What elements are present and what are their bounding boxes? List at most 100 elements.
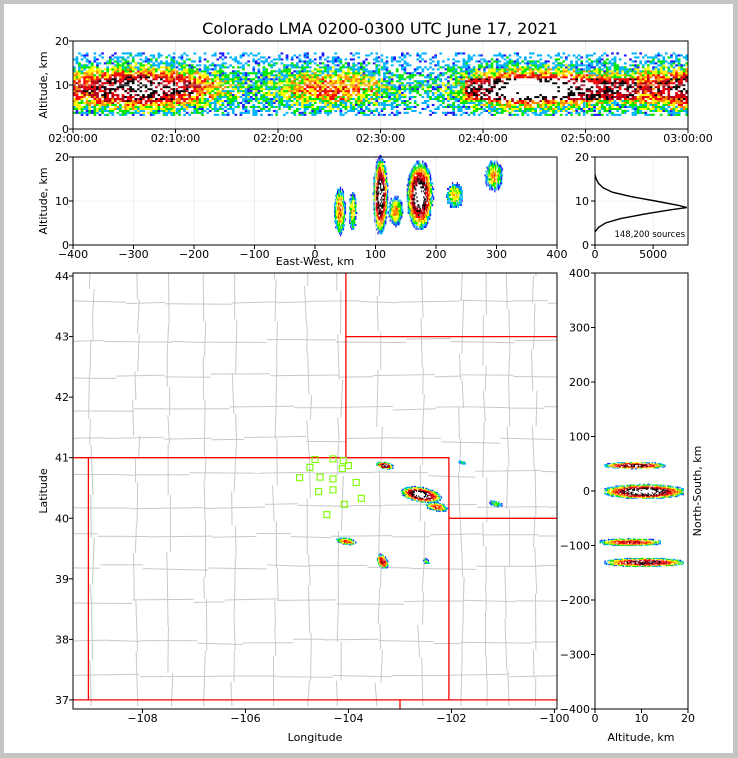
density-cell — [557, 94, 560, 97]
density-cell — [229, 72, 232, 75]
density-cell — [588, 109, 591, 112]
density-cell — [385, 76, 389, 79]
density-cell — [157, 100, 161, 103]
density-cell — [229, 92, 232, 95]
density-cell — [278, 100, 281, 103]
density-cell — [480, 94, 484, 97]
density-cell — [554, 109, 558, 112]
density-cell — [295, 109, 299, 112]
density-cell — [308, 101, 312, 104]
density-cell — [621, 78, 625, 81]
density-cell — [93, 88, 97, 91]
density-cell — [465, 80, 468, 83]
density-cell — [111, 111, 115, 114]
density-cell — [498, 94, 502, 97]
density-cell — [580, 56, 584, 59]
density-cell — [126, 74, 130, 77]
density-cell — [511, 107, 514, 110]
density-cell — [539, 66, 543, 69]
density-cell — [167, 72, 171, 75]
density-cell — [383, 76, 386, 79]
density-cell — [272, 76, 276, 79]
density-cell — [447, 66, 450, 69]
density-cell — [362, 113, 366, 116]
density-cell — [319, 62, 322, 65]
density-cell — [539, 72, 543, 75]
density-cell — [247, 111, 250, 114]
density-cell — [647, 107, 650, 110]
density-cell — [636, 78, 640, 81]
density-cell — [131, 92, 135, 95]
density-cell — [644, 72, 648, 75]
density-cell — [493, 107, 496, 110]
density-cell — [508, 80, 512, 83]
density-cell — [447, 88, 450, 91]
density-cell — [237, 74, 240, 77]
density-cell — [654, 62, 658, 65]
density-cell — [75, 88, 79, 91]
density-cell — [178, 78, 181, 81]
density-cell — [183, 68, 186, 71]
density-cell — [457, 109, 461, 112]
density-cell — [641, 98, 645, 101]
density-cell — [111, 54, 115, 57]
density-cell — [144, 64, 148, 67]
density-cell — [242, 105, 245, 108]
density-cell — [254, 100, 258, 103]
density-cell — [339, 100, 343, 103]
density-cell — [160, 76, 163, 79]
density-cell — [585, 98, 589, 101]
density-cell — [203, 98, 207, 101]
density-cell — [116, 92, 120, 95]
density-cell — [608, 88, 612, 91]
density-cell — [401, 92, 404, 95]
density-cell — [490, 88, 494, 91]
density-cell — [559, 56, 563, 59]
density-cell — [208, 90, 212, 93]
density-cell — [257, 92, 261, 95]
density-cell — [303, 74, 307, 77]
density-cell — [447, 58, 450, 61]
density-cell — [334, 64, 338, 67]
density-cell — [116, 80, 120, 83]
density-cell — [290, 80, 294, 83]
density-cell — [554, 80, 558, 83]
density-cell — [644, 76, 648, 79]
density-cell — [316, 98, 320, 101]
density-cell — [370, 74, 373, 77]
density-cell — [552, 80, 555, 83]
density-cell — [103, 88, 107, 91]
density-cell — [480, 74, 484, 77]
density-cell — [611, 82, 614, 85]
density-cell — [90, 96, 94, 99]
density-cell — [616, 109, 619, 112]
density-cell — [401, 52, 404, 55]
density-cell — [541, 96, 545, 99]
density-cell — [511, 82, 514, 85]
density-cell — [180, 101, 184, 104]
density-cell — [593, 82, 596, 85]
density-cell — [96, 80, 99, 83]
density-cell — [598, 94, 601, 97]
density-cell — [475, 105, 478, 108]
density-cell — [260, 109, 263, 112]
density-cell — [170, 96, 174, 99]
density-cell — [649, 109, 653, 112]
density-cell — [308, 60, 312, 63]
density-cell — [623, 86, 627, 89]
density-cell — [106, 66, 109, 69]
density-cell — [544, 74, 548, 77]
density-cell — [403, 56, 407, 59]
density-cell — [108, 111, 112, 114]
density-cell — [126, 80, 130, 83]
density-cell — [393, 101, 396, 104]
density-cell — [477, 54, 481, 57]
density-cell — [349, 80, 353, 83]
density-cell — [160, 94, 163, 97]
density-cell — [600, 103, 604, 106]
density-cell — [544, 107, 548, 110]
density-cell — [75, 58, 79, 61]
density-cell — [649, 107, 653, 110]
density-cell — [565, 94, 568, 97]
density-cell — [554, 58, 558, 61]
